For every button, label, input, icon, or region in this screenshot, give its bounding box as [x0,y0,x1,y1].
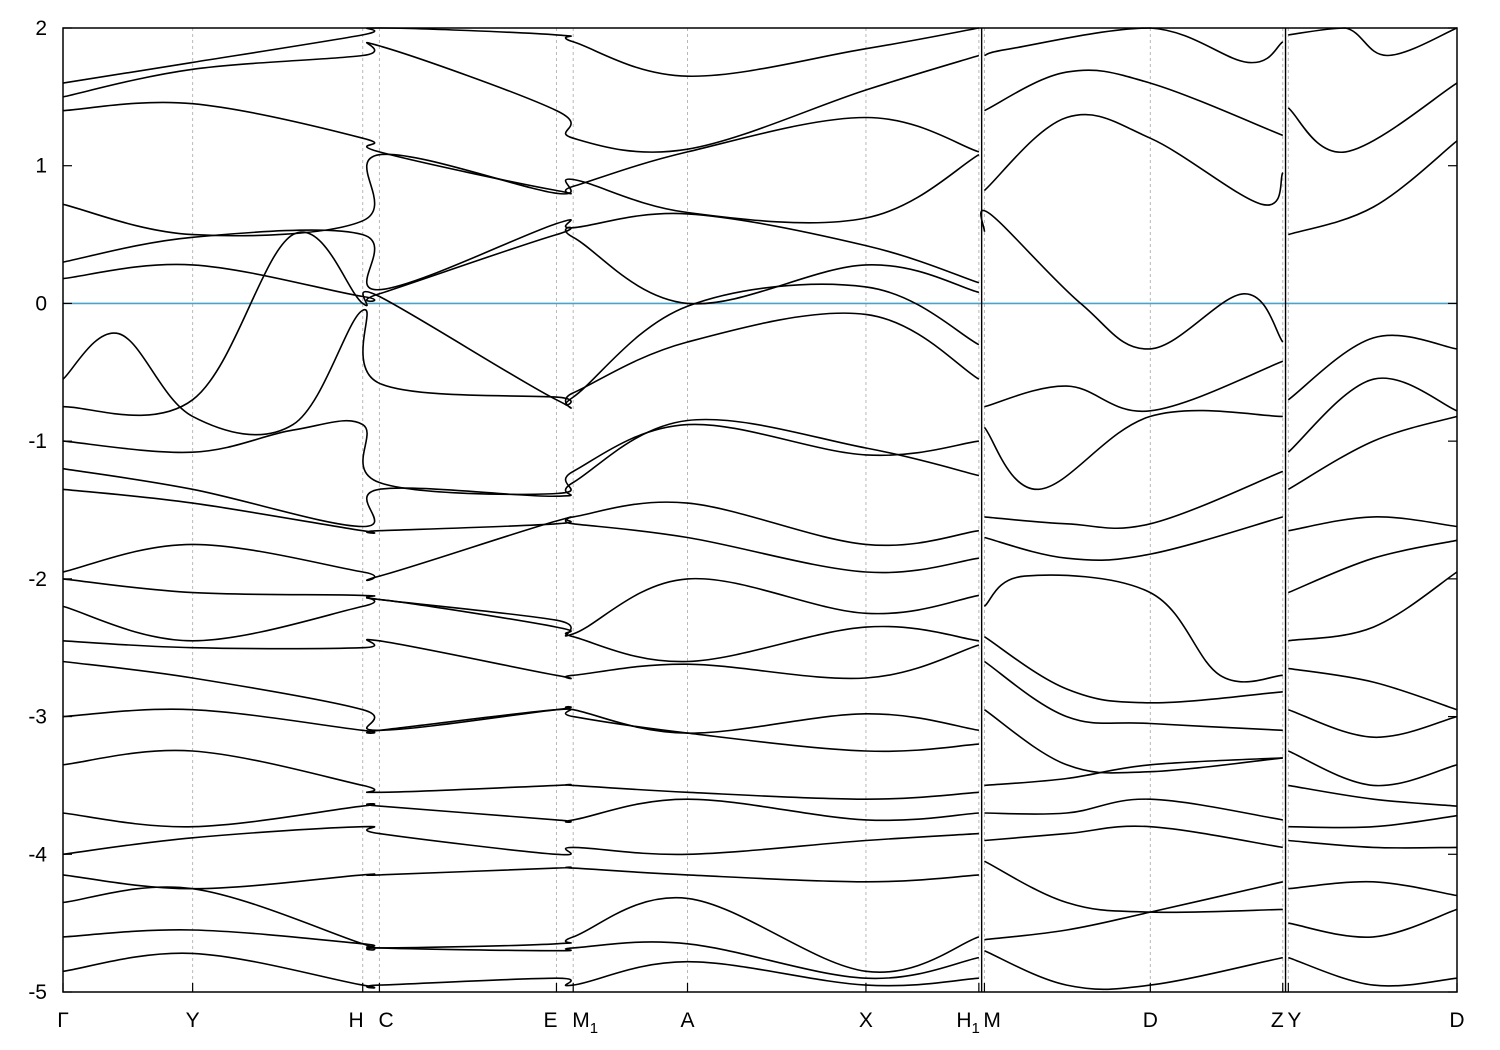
band-line-53 [1287,750,1458,787]
band-line-2 [62,101,980,195]
band-line-46 [1287,377,1458,453]
band-line-58 [1288,908,1458,938]
band-line-3 [62,153,980,237]
x-tick-label: E [543,1009,557,1032]
y-tick-label: 1 [35,155,47,178]
y-tick-label: 0 [35,292,47,315]
band-line-4 [62,212,980,291]
band-line-55 [1288,814,1458,829]
x-tick-subscript: 1 [590,1020,598,1037]
band-line-8 [62,419,979,496]
band-line-12 [62,577,980,637]
band-line-39 [984,860,1283,914]
band-line-0 [62,27,980,84]
band-line-24 [984,27,1284,64]
band-line-59 [1288,956,1458,987]
plot-frame [62,27,1458,993]
band-line-33 [983,636,1283,704]
y-tick-label: 2 [35,17,47,40]
x-tick-label: Y [186,1009,200,1032]
band-line-18 [62,798,979,828]
band-line-17 [62,749,979,800]
x-tick-labels: Γ Y H C E M1 A X H1 M D Z Y D [57,1009,1464,1037]
band-line-1 [62,41,980,153]
band-line-19 [62,825,979,856]
band-line-28 [984,360,1284,413]
band-line-15 [62,660,980,734]
x-tick-label: X [859,1009,873,1032]
band-lines-layer [62,27,1458,991]
band-line-25 [984,69,1284,137]
band-line-44 [1288,140,1458,236]
y-tick-labels: -5 -4 -3 -2 -1 0 1 2 [28,17,47,1004]
x-tick-label: M [983,1009,1001,1032]
plot-frame-layer [62,27,1458,993]
band-line-35 [983,709,1283,774]
band-line-11 [62,516,979,582]
band-line-42 [1288,27,1458,57]
band-line-10 [62,488,979,547]
band-line-9 [62,418,980,528]
y-tick-label: -2 [28,568,47,591]
x-tick-label: H1 [956,1009,980,1037]
band-line-31 [984,516,1284,561]
band-line-40 [984,881,1283,941]
x-tick-label: Z [1271,1009,1284,1032]
y-tick-label: -1 [28,430,47,453]
x-tick-label: A [681,1009,695,1032]
band-line-27 [980,210,1284,350]
band-line-37 [984,798,1283,821]
band-line-13 [62,597,979,663]
band-line-20 [62,866,979,890]
x-tick-label: M1 [572,1009,598,1037]
band-line-22 [62,929,980,980]
x-tick-label: H [349,1009,364,1032]
band-line-45 [1287,334,1458,401]
x-tick-label: D [1449,1009,1464,1032]
band-line-56 [1288,839,1458,849]
y-tick-label: -4 [28,843,47,866]
x-tick-label: Γ [57,1009,69,1032]
band-line-57 [1288,880,1458,897]
band-line-29 [983,409,1283,491]
gridline-layer [192,28,1289,992]
band-line-54 [1288,784,1458,807]
band-line-21 [62,886,980,974]
band-line-6 [62,283,980,436]
band-line-43 [1287,82,1458,153]
band-line-47 [1287,415,1458,490]
band-line-41 [984,949,1283,991]
band-line-5 [62,226,980,305]
band-line-51 [1288,667,1458,711]
band-line-50 [1288,571,1458,642]
x-tick-label: C [378,1009,393,1032]
band-line-38 [984,825,1283,849]
x-tick-label: Y [1287,1009,1301,1032]
band-line-32 [983,574,1283,683]
band-line-16 [62,708,979,753]
band-line-14 [62,638,980,680]
x-tick-subscript: 1 [972,1020,980,1037]
band-line-7 [62,231,980,417]
band-line-30 [984,470,1284,530]
band-line-34 [983,660,1283,732]
y-tick-label: -5 [28,981,47,1004]
band-line-36 [984,757,1283,787]
y-tick-label: -3 [28,706,47,729]
band-line-23 [62,952,979,989]
band-line-26 [983,113,1284,206]
band-line-48 [1288,516,1458,532]
band-line-49 [1287,539,1458,594]
x-tick-label: D [1143,1009,1158,1032]
band-line-52 [1288,708,1458,739]
